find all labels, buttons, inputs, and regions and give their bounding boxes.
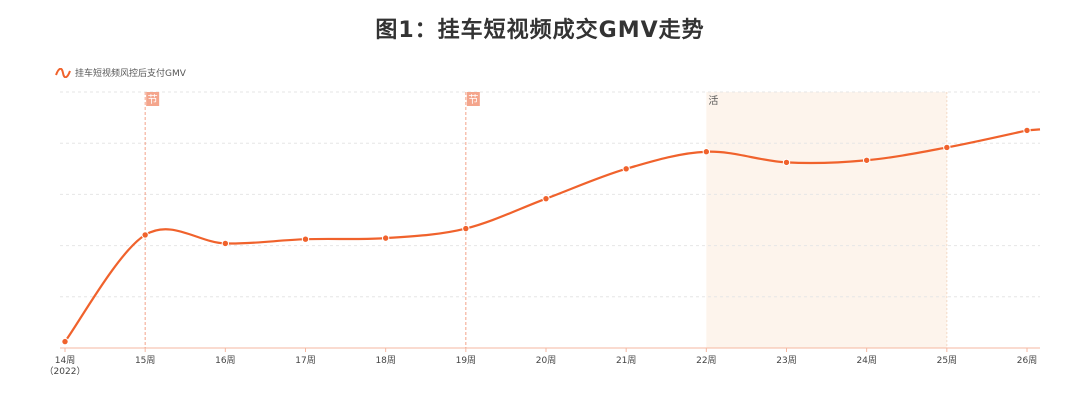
x-tick-label: 20周 [536, 355, 556, 366]
x-tick-label: 25周 [937, 355, 957, 366]
data-point [221, 239, 230, 248]
data-point [862, 156, 871, 164]
event-marker-badge [466, 92, 480, 106]
legend[interactable]: 挂车短视频风控后支付GMV [55, 66, 186, 79]
data-point [622, 165, 630, 173]
x-tick-label: 22周 [696, 355, 716, 366]
x-tick-label: 15周 [135, 355, 155, 366]
event-marker-label: 活 [708, 95, 718, 107]
x-tick-label: 16周 [215, 355, 235, 366]
data-point [381, 234, 390, 242]
data-point [141, 231, 149, 239]
x-tick-label: 17周 [295, 355, 315, 366]
data-point [943, 143, 951, 152]
event-marker-label: 节 [148, 94, 158, 106]
x-tick-label: 26周 [1017, 355, 1037, 366]
legend-line-icon [55, 67, 71, 78]
event-marker-label: 节 [468, 94, 478, 106]
x-year-label: （2022） [45, 366, 86, 377]
x-tick-label: 14周 [55, 355, 75, 366]
x-tick-label: 24周 [856, 355, 876, 366]
data-point [542, 194, 550, 203]
x-tick-label: 21周 [616, 355, 636, 366]
data-point [702, 148, 711, 156]
event-marker-badge [146, 92, 160, 106]
x-tick-label: 18周 [375, 355, 395, 366]
chart-title: 图1：挂车短视频成交GMV走势 [375, 18, 705, 43]
data-point [782, 158, 791, 167]
highlight-band [706, 92, 947, 348]
x-tick-label: 23周 [776, 355, 796, 366]
data-point [61, 337, 69, 346]
data-point [1023, 126, 1031, 135]
legend-label: 挂车短视频风控后支付GMV [75, 69, 186, 79]
data-point [301, 235, 310, 243]
data-point [462, 224, 470, 233]
x-tick-label: 19周 [456, 355, 476, 366]
